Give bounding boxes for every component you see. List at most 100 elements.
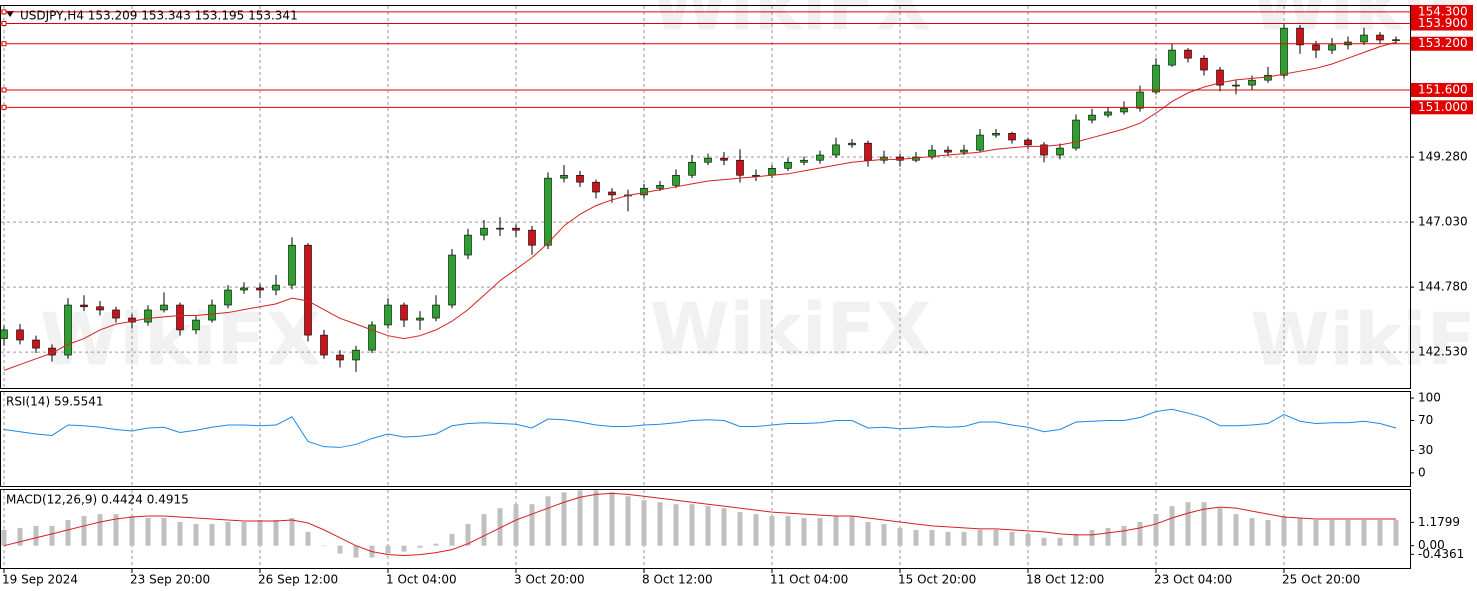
x-tick-label: 3 Oct 20:00 [514,573,585,587]
pane-title: MACD(12,26,9) 0.4424 0.4915 [6,493,189,507]
candle-body [688,161,696,176]
x-tick-label: 23 Oct 04:00 [1154,573,1232,587]
macd-bar [545,496,551,546]
candle-body [656,185,664,189]
macd-bar [225,521,231,546]
candle-body [128,317,136,323]
macd-bar [833,516,839,546]
rsi-line [3,408,1397,448]
macd-bar [433,543,439,546]
candle-body [592,181,600,193]
macd-bar [337,545,343,554]
macd-bar [257,520,263,546]
candle-body [704,157,712,163]
candle-body [608,191,616,196]
candle-body [432,304,440,319]
macd-bar [1009,531,1015,546]
macd-bar [1105,527,1111,546]
candle-body [144,309,152,323]
macd-bar [657,502,663,546]
candle-body [272,284,280,291]
signal-line [3,492,1396,557]
candle-body [960,149,968,153]
candle-body [768,168,776,176]
level-handle [1,41,7,47]
candle-body [736,159,744,176]
macd-bar [881,523,887,546]
candle-body [80,304,88,308]
candle-body [160,304,168,311]
candle-body [832,144,840,156]
candle-body [1168,49,1176,66]
candle-body [784,161,792,169]
candle-body [528,229,536,246]
macd-bar [945,531,951,546]
y-tick-label: 30 [1418,443,1433,457]
macd-bar [705,506,711,546]
macd-bar [209,523,215,546]
macd-bar [1345,520,1351,546]
candle-body [1216,69,1224,86]
macd-bar [1041,537,1047,546]
pane-frame [0,391,1411,487]
pane-title: USDJPY,H4 153.209 153.343 153.195 153.34… [20,9,298,23]
candle-body [1200,57,1208,71]
pane-frame [0,5,1411,389]
macd-bar [1137,521,1143,546]
candle-body [208,304,216,321]
macd-bar [689,504,695,546]
pane-frame [0,489,1411,569]
x-tick-label: 23 Sep 20:00 [130,573,210,587]
pane-title: RSI(14) 59.5541 [6,395,104,409]
candle-body [816,154,824,161]
watermark: WikiFX [650,288,931,372]
x-tick-label: 25 Oct 20:00 [1282,573,1360,587]
candle-body [352,349,360,361]
y-tick-label: 147.030 [1418,215,1468,229]
macd-bar [801,518,807,546]
candle-body [880,156,888,161]
macd-bar [353,545,359,558]
y-tick-label: 0.00 [1418,538,1445,552]
candle-body [16,329,24,341]
candle-body [864,142,872,161]
macd-bar [513,504,519,546]
macd-bar [1377,520,1383,546]
macd-bar [1025,533,1031,546]
candle-body [224,289,232,306]
macd-bar [1,529,7,546]
candle-body [192,319,200,331]
macd-bar [113,514,119,546]
macd-bar [753,514,759,546]
macd-bar [497,508,503,546]
candle-body [96,306,104,311]
level-label-bg [1411,100,1473,115]
candle-body [112,309,120,319]
macd-bar [673,504,679,546]
candle-body [304,244,312,336]
macd-bar [625,496,631,546]
candle-body [1072,119,1080,149]
x-tick-label: 19 Sep 2024 [2,573,78,587]
candle-body [1296,27,1304,46]
candle-body [576,174,584,183]
macd-bar [609,492,615,546]
candle-body [1328,44,1336,51]
macd-bar [993,529,999,546]
macd-bar [321,545,327,547]
menu-triangle [6,11,14,17]
x-tick-label: 26 Sep 12:00 [258,573,338,587]
candle-body [320,334,328,356]
macd-bar [1313,520,1319,546]
macd-bar [1281,516,1287,546]
candle-body [928,149,936,158]
candle-body [240,287,248,291]
candle-body [400,304,408,321]
macd-bar [385,545,391,554]
macd-bar [1073,533,1079,546]
macd-bar [577,490,583,546]
y-tick-label: 149.280 [1418,150,1468,164]
candle-body [1392,39,1400,41]
macd-bar [193,523,199,546]
